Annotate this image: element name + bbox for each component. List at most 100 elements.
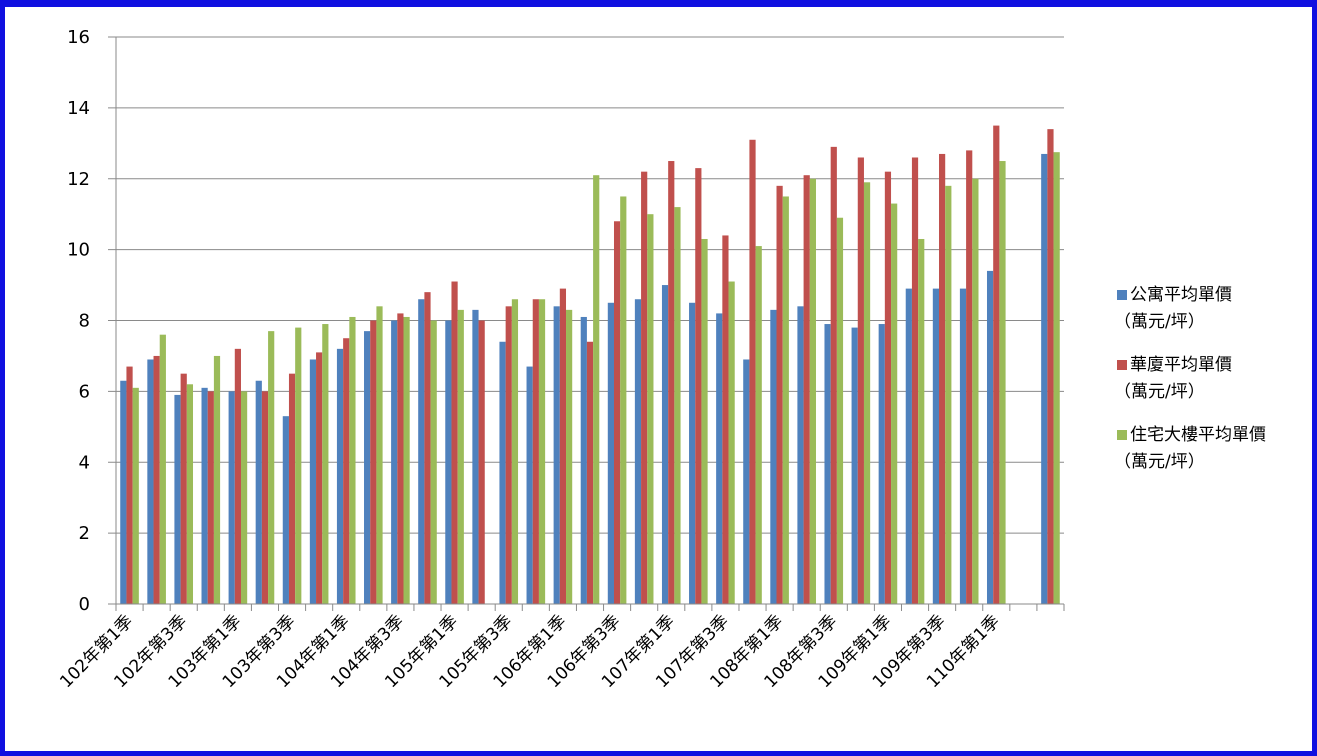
bar: [201, 387, 208, 604]
bar: [620, 196, 627, 604]
bar: [797, 306, 804, 604]
bar: [586, 341, 594, 604]
bar: [147, 359, 154, 604]
bars: [120, 125, 1060, 605]
bar: [566, 309, 573, 604]
bar: [391, 320, 398, 604]
y-tick-label: 16: [67, 27, 90, 48]
bar: [228, 391, 235, 605]
y-tick-label: 4: [79, 452, 90, 473]
bar: [966, 150, 973, 604]
y-tick-label: 6: [79, 381, 90, 402]
bar: [647, 214, 654, 604]
bar: [939, 153, 946, 604]
bar: [532, 299, 539, 604]
bar: [295, 327, 302, 604]
bar: [1053, 152, 1060, 605]
axes: [115, 37, 1065, 611]
bar: [613, 221, 621, 604]
bar: [986, 270, 994, 604]
bar: [803, 175, 810, 604]
y-tick-label: 14: [67, 98, 90, 119]
bar: [349, 316, 356, 604]
bar: [288, 373, 296, 604]
legend-label: 住宅大樓平均單價: [1130, 425, 1266, 445]
bar: [722, 235, 729, 604]
bar: [418, 299, 425, 604]
bar: [505, 306, 512, 604]
y-tick-label: 2: [79, 523, 90, 544]
bar: [905, 288, 912, 604]
bar: [878, 324, 885, 604]
x-axis-labels: 102年第1季102年第3季103年第1季103年第3季104年第1季104年第…: [56, 611, 1004, 692]
bar: [538, 299, 546, 604]
bar: [593, 175, 600, 604]
bar: [153, 355, 160, 604]
bar: [120, 380, 127, 604]
bar: [932, 288, 940, 604]
bar: [180, 373, 187, 604]
bar: [891, 203, 898, 604]
bar: [755, 246, 762, 604]
y-tick-label: 12: [67, 169, 90, 190]
bar: [634, 299, 642, 604]
bar: [824, 324, 831, 604]
legend-label: 公寓平均單價: [1130, 285, 1232, 305]
bar: [884, 171, 892, 604]
bar: [668, 161, 675, 604]
bar: [580, 316, 587, 604]
bar: [1041, 153, 1048, 604]
legend-unit: （萬元/坪）: [1114, 382, 1205, 402]
bar: [174, 394, 181, 604]
bar: [126, 366, 133, 604]
bar: [268, 331, 275, 604]
bar: [255, 380, 262, 604]
y-axis-ticks: 0 2 4 6 8 10 12 14 16: [67, 27, 90, 615]
bar: [999, 161, 1006, 604]
bar: [776, 185, 783, 604]
bar: [207, 391, 214, 605]
bar: [782, 196, 789, 604]
bar: [316, 352, 323, 604]
bar: [743, 359, 750, 604]
bar: [336, 348, 344, 604]
bar: [959, 288, 967, 604]
bar: [661, 285, 669, 604]
bar: [553, 306, 560, 604]
legend-label: 華廈平均單價: [1130, 355, 1232, 375]
bar: [186, 384, 194, 604]
y-tick-label: 10: [67, 240, 90, 261]
bar: [701, 238, 708, 605]
bar: [424, 292, 431, 604]
legend-swatch: [1117, 430, 1127, 440]
bar: [282, 416, 289, 604]
bar: [370, 320, 377, 604]
bar: [309, 359, 317, 604]
bar: [695, 168, 702, 604]
legend-swatch: [1117, 290, 1127, 300]
legend-unit: （萬元/坪）: [1114, 452, 1205, 472]
bar: [918, 238, 925, 605]
bar: [607, 302, 614, 604]
y-tick-label: 0: [79, 594, 90, 615]
bar: [159, 334, 166, 604]
bar: [674, 207, 681, 604]
bar: [511, 299, 519, 604]
bar: [830, 146, 837, 605]
bar: [836, 217, 844, 605]
bar: [403, 316, 410, 604]
bar: [132, 387, 139, 604]
bar: [499, 341, 506, 604]
bar: [641, 171, 648, 604]
bar: [716, 313, 723, 604]
y-tick-label: 8: [79, 311, 90, 332]
bar: [559, 288, 567, 604]
bar: [770, 309, 777, 604]
bar: [430, 320, 437, 604]
bar: [749, 139, 756, 604]
bar: [397, 313, 404, 604]
bar: [857, 157, 864, 605]
bar: [261, 391, 269, 605]
bar: [451, 281, 458, 604]
